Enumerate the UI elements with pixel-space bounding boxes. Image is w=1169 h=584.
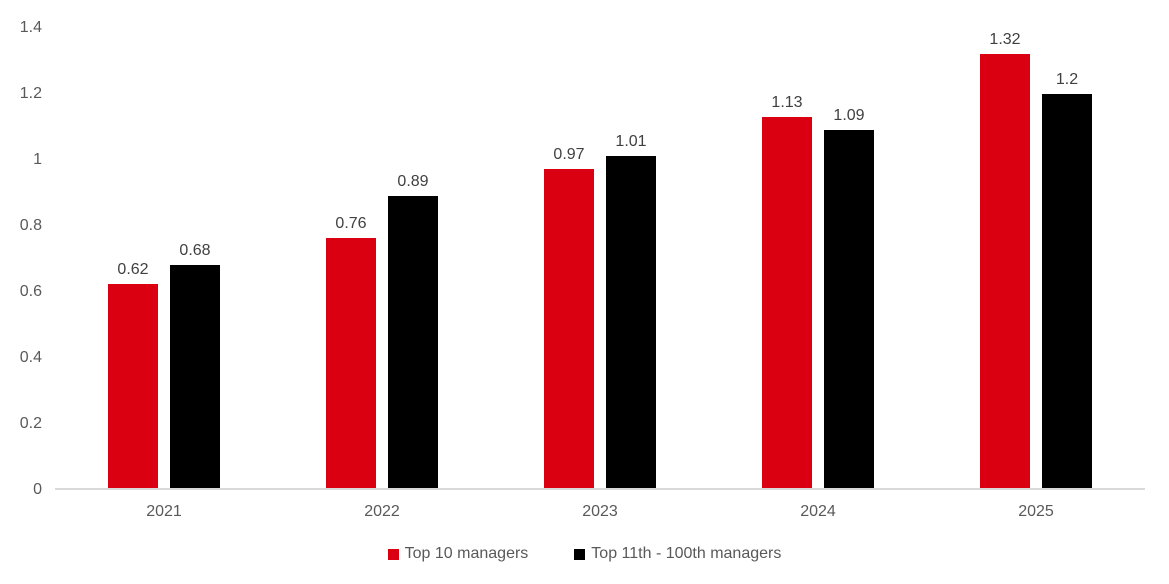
bar-value-label: 0.76 bbox=[335, 215, 367, 233]
y-axis-tick-label: 0.4 bbox=[19, 349, 42, 367]
legend: Top 10 managers Top 11th - 100th manager… bbox=[0, 545, 1169, 563]
x-axis-label-2022: 2022 bbox=[364, 503, 400, 520]
bar-group-2023: 0.97 1.01 bbox=[491, 28, 709, 488]
bar-value-label: 1.13 bbox=[771, 93, 803, 111]
plot-area: 0.62 0.68 0.76 0.89 0.97 1.01 1.13 bbox=[55, 28, 1145, 490]
bar-top-10-managers-2023: 0.97 bbox=[544, 147, 594, 488]
bar-top-11-100-managers-2022: 0.89 bbox=[388, 173, 438, 488]
y-axis-tick-label: 1 bbox=[33, 151, 42, 168]
bar-value-label: 1.32 bbox=[989, 31, 1021, 49]
x-axis-label-2025: 2025 bbox=[1018, 503, 1054, 520]
bar-top-10-managers-2024: 1.13 bbox=[762, 94, 812, 488]
bar-top-11-100-managers-2024: 1.09 bbox=[824, 107, 874, 488]
legend-swatch-red-icon bbox=[387, 548, 399, 560]
y-axis-tick-label: 0.6 bbox=[19, 283, 42, 301]
bar-top-11-100-managers-2025: 1.2 bbox=[1042, 71, 1092, 488]
bar-group-2024: 1.13 1.09 bbox=[709, 28, 927, 488]
y-axis-tick-label: 0.8 bbox=[19, 217, 42, 234]
bar-value-label: 1.09 bbox=[833, 106, 865, 124]
x-axis-label-2021: 2021 bbox=[146, 503, 182, 520]
bar-group-2021: 0.62 0.68 bbox=[55, 28, 273, 488]
x-axis-label-2024: 2024 bbox=[800, 503, 836, 520]
bar-value-label: 0.68 bbox=[179, 241, 211, 259]
bar-top-10-managers-2021: 0.62 bbox=[108, 262, 158, 488]
bar-group-2025: 1.32 1.2 bbox=[927, 28, 1145, 488]
bar-value-label: 0.62 bbox=[117, 261, 149, 279]
bar-top-10-managers-2025: 1.32 bbox=[980, 32, 1030, 488]
legend-label: Top 11th - 100th managers bbox=[591, 545, 782, 562]
y-axis-tick-label: 1.2 bbox=[19, 85, 42, 102]
bar-value-label: 0.97 bbox=[553, 146, 585, 164]
bar-value-label: 1.01 bbox=[615, 133, 647, 151]
legend-item-top-10-managers: Top 10 managers bbox=[387, 545, 529, 563]
bar-top-10-managers-2022: 0.76 bbox=[326, 216, 376, 488]
y-axis-tick-label: 0 bbox=[33, 481, 42, 498]
y-axis: 0 0.2 0.4 0.6 0.8 1 1.2 1.4 bbox=[0, 20, 46, 498]
y-axis-tick-label: 0.2 bbox=[19, 415, 42, 433]
x-axis: 2021 2022 2023 2024 2025 bbox=[55, 503, 1145, 521]
legend-item-top-11-100-managers: Top 11th - 100th managers bbox=[574, 545, 781, 563]
bar-top-11-100-managers-2021: 0.68 bbox=[170, 242, 220, 488]
bar-value-label: 0.89 bbox=[397, 172, 429, 190]
bar-top-11-100-managers-2023: 1.01 bbox=[606, 134, 656, 488]
x-axis-label-2023: 2023 bbox=[582, 503, 618, 520]
bar-group-2022: 0.76 0.89 bbox=[273, 28, 491, 488]
y-axis-tick-label: 1.4 bbox=[19, 19, 42, 36]
legend-label: Top 10 managers bbox=[404, 545, 529, 562]
legend-swatch-black-icon bbox=[574, 548, 586, 560]
bar-value-label: 1.2 bbox=[1055, 70, 1079, 88]
